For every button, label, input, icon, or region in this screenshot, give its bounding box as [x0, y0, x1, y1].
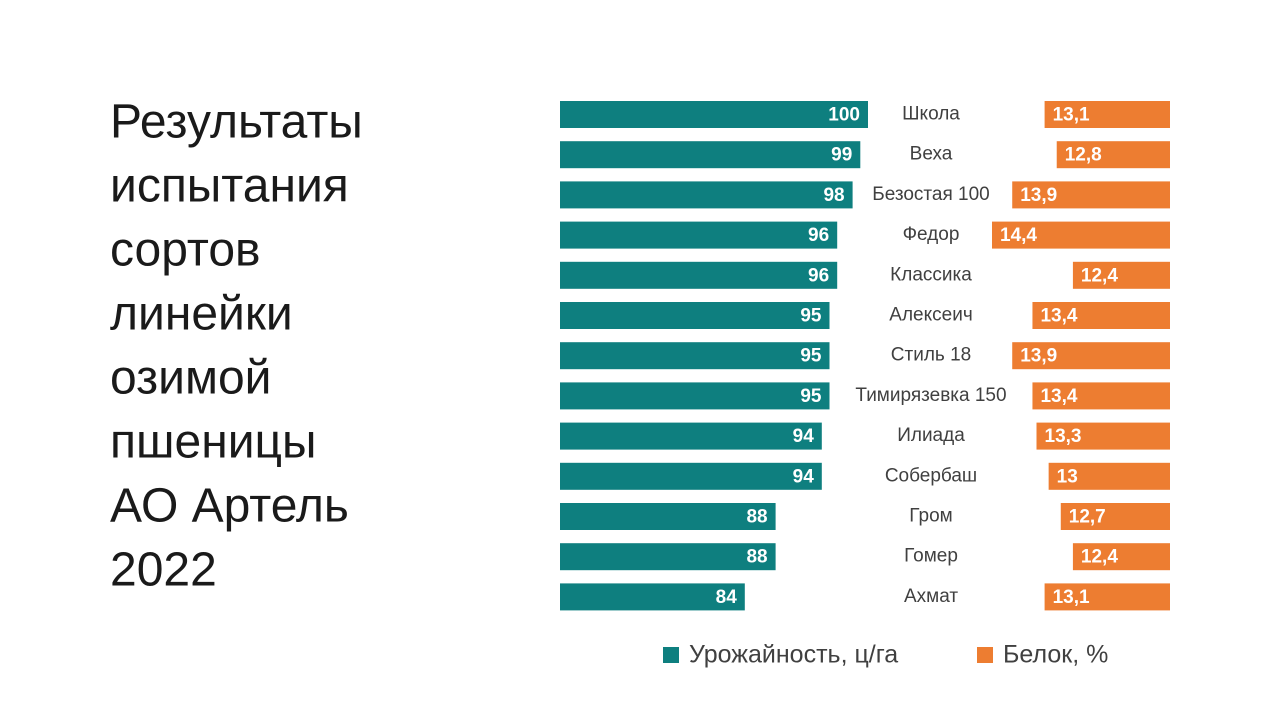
chart-title-line: Результаты: [110, 96, 363, 149]
bar: [560, 101, 868, 128]
bar: [560, 503, 776, 530]
chart-title-line: озимой: [110, 352, 271, 405]
chart-title-line: линейки: [110, 288, 293, 341]
bar: [560, 141, 861, 169]
category-label: Гомер: [904, 546, 958, 567]
value-label: 13,9: [1020, 185, 1057, 206]
bar: [1072, 543, 1170, 571]
bar: [1012, 181, 1170, 209]
bar: [1012, 342, 1170, 370]
value-label: 88: [746, 547, 767, 568]
value-label: 95: [800, 346, 822, 367]
category-label: Веха: [910, 144, 953, 165]
value-label: 100: [828, 105, 860, 126]
value-label: 13,1: [1053, 105, 1090, 126]
value-label: 95: [800, 386, 822, 407]
value-label: 96: [808, 225, 829, 246]
bar: [1036, 422, 1170, 450]
chart-title-line: АО Артель: [110, 480, 349, 533]
bar: [992, 221, 1170, 249]
category-label: Гром: [909, 506, 952, 527]
bar: [1072, 261, 1170, 289]
value-label: 84: [716, 587, 738, 608]
bar: [560, 221, 838, 249]
bar: [560, 302, 830, 329]
value-label: 88: [746, 507, 767, 528]
category-label: Илиада: [897, 425, 965, 446]
bar: [1044, 101, 1170, 128]
value-label: 12,7: [1069, 507, 1106, 528]
category-label: Школа: [902, 104, 960, 125]
legend-swatch: [663, 647, 679, 663]
chart-title-line: пшеницы: [110, 416, 317, 469]
category-label: Классика: [890, 264, 972, 285]
bar: [560, 462, 822, 490]
bar: [1044, 583, 1170, 611]
category-label: Собербаш: [885, 465, 977, 486]
value-label: 98: [823, 185, 844, 206]
chart-title-line: сортов: [110, 224, 261, 277]
chart-title-line: 2022: [110, 544, 217, 597]
value-label: 14,4: [1000, 225, 1037, 246]
value-label: 94: [793, 466, 815, 487]
category-label: Безостая 100: [872, 184, 990, 205]
legend-swatch: [977, 647, 993, 663]
value-label: 13: [1057, 466, 1078, 487]
bar: [1056, 141, 1170, 169]
value-label: 99: [831, 145, 852, 166]
category-label: Тимирязевка 150: [855, 385, 1006, 406]
bar: [1032, 302, 1170, 329]
value-label: 13,4: [1040, 306, 1077, 327]
bar: [1048, 462, 1170, 490]
value-label: 12,8: [1065, 145, 1102, 166]
value-label: 96: [808, 265, 829, 286]
bar: [560, 382, 830, 410]
category-label: Ахмат: [904, 586, 958, 607]
value-label: 94: [793, 426, 815, 447]
value-label: 13,1: [1053, 587, 1090, 608]
bar: [560, 543, 776, 571]
category-label: Алексеич: [889, 305, 972, 326]
value-label: 13,4: [1040, 386, 1077, 407]
legend-label: Урожайность, ц/га: [689, 641, 898, 669]
value-label: 95: [800, 306, 822, 327]
bar: [560, 181, 853, 209]
value-label: 13,3: [1045, 426, 1082, 447]
bar: [1032, 382, 1170, 410]
value-label: 12,4: [1081, 547, 1118, 568]
chart-title-line: испытания: [110, 160, 349, 213]
bar: [560, 342, 830, 370]
bar: [1060, 503, 1170, 530]
bar: [560, 261, 838, 289]
value-label: 13,9: [1020, 346, 1057, 367]
category-label: Федор: [903, 224, 960, 245]
category-label: Стиль 18: [891, 345, 971, 366]
bar: [560, 583, 745, 611]
bar: [560, 422, 822, 450]
legend-label: Белок, %: [1003, 641, 1108, 669]
value-label: 12,4: [1081, 265, 1118, 286]
